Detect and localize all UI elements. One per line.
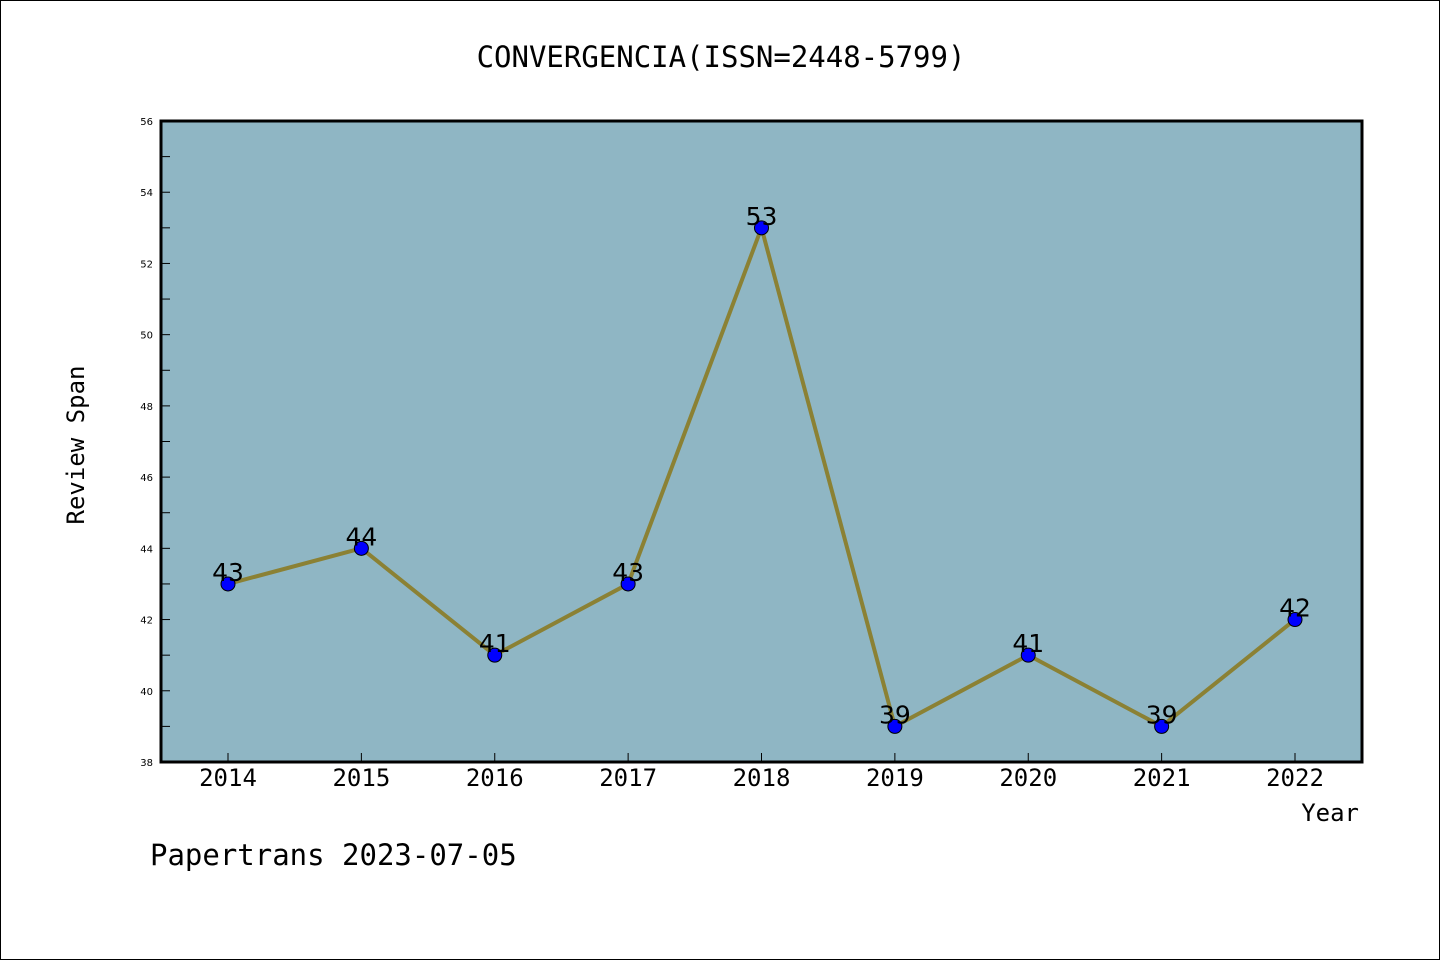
y-tick-label: 40: [140, 687, 153, 698]
x-tick-label: 2021: [1133, 764, 1191, 792]
x-tick-label: 2019: [866, 764, 924, 792]
x-tick-label: 2020: [999, 764, 1057, 792]
data-label: 41: [479, 629, 511, 658]
x-tick-label: 2014: [199, 764, 257, 792]
data-point: [353, 540, 369, 556]
y-tick-label: 38: [140, 758, 153, 769]
data-label: 42: [1279, 594, 1311, 623]
data-point: [754, 220, 769, 236]
x-tick-label: 2015: [332, 764, 390, 792]
data-point: [1287, 612, 1303, 628]
data-label: 43: [212, 558, 244, 587]
x-tick-label: 2016: [466, 764, 524, 792]
chart-title: CONVERGENCIA(ISSN=2448-5799): [477, 40, 966, 74]
series-layer: 43 44 41 43 53 39 41 39 42: [212, 202, 1311, 734]
footer-credit: Papertrans 2023-07-05: [150, 838, 517, 872]
data-label: 44: [345, 522, 377, 551]
data-label: 39: [1146, 700, 1178, 729]
data-point: [1020, 647, 1036, 663]
y-tick-label: 42: [140, 616, 153, 627]
y-tick-label: 46: [140, 473, 153, 484]
y-tick-label: 48: [140, 402, 153, 413]
data-point: [1154, 718, 1170, 734]
data-label: 41: [1012, 629, 1044, 658]
data-point: [620, 576, 636, 592]
plot-border: [159, 119, 1364, 764]
y-tick-label: 52: [140, 259, 153, 270]
y-tick-label: 56: [140, 117, 153, 128]
x-tick-label: 2018: [733, 764, 791, 792]
y-axis-label: Review Span: [62, 366, 90, 525]
y-tick-label: 50: [140, 331, 153, 342]
data-point: [887, 718, 903, 734]
x-tick-label: 2017: [599, 764, 657, 792]
x-axis-label: Year: [1301, 799, 1359, 827]
data-point: [487, 647, 503, 663]
data-label: 39: [879, 700, 911, 729]
y-tick-label: 54: [140, 188, 153, 199]
data-point: [220, 576, 236, 592]
y-tick-label: 44: [140, 544, 153, 555]
data-label: 53: [746, 202, 778, 231]
data-label: 43: [612, 558, 644, 587]
x-axis: 2014 2015 2016 2017 2018 2019 2020 2021 2022: [199, 753, 1324, 792]
x-tick-label: 2022: [1266, 764, 1324, 792]
